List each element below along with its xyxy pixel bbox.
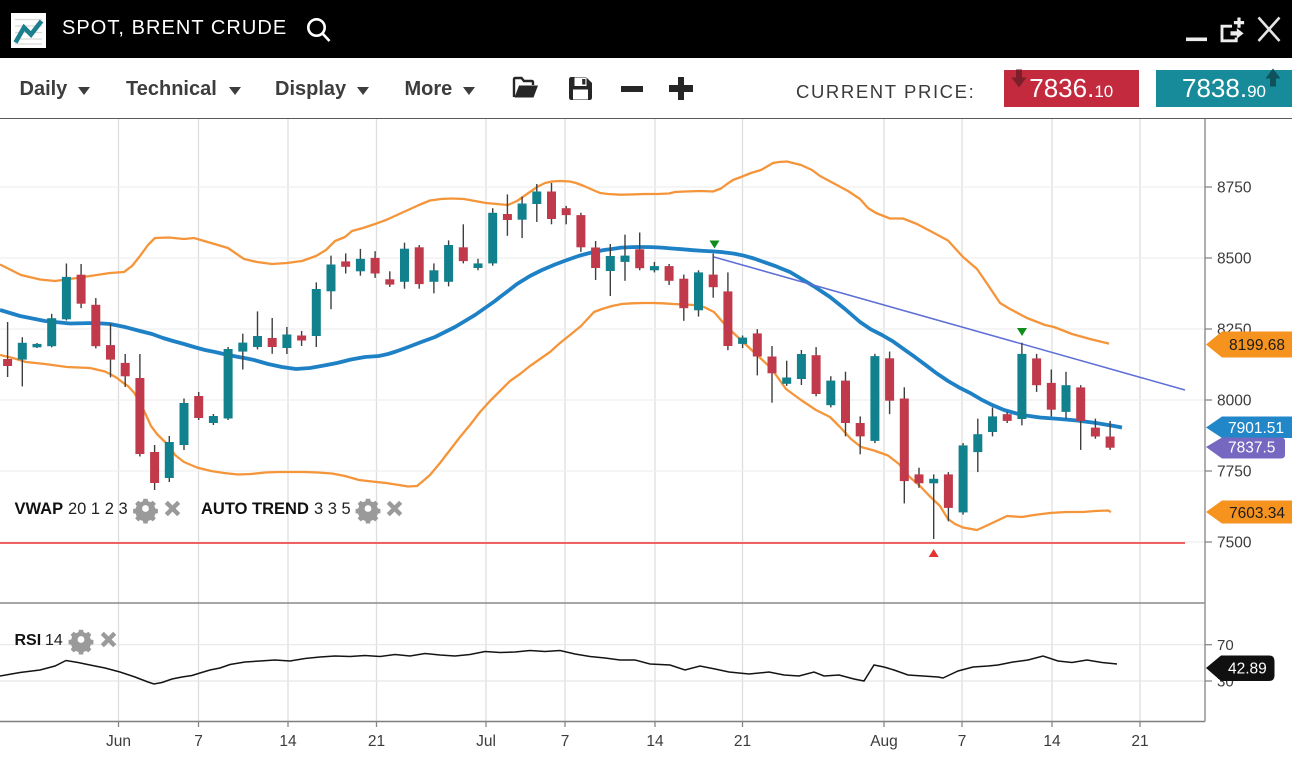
svg-text:7603.34: 7603.34	[1229, 505, 1285, 522]
svg-text:21: 21	[368, 733, 385, 750]
svg-text:7500: 7500	[1217, 535, 1252, 552]
svg-text:14: 14	[1043, 733, 1061, 750]
svg-text:14: 14	[279, 733, 297, 750]
svg-text:42.89: 42.89	[1228, 661, 1267, 678]
svg-text:RSI: RSI	[15, 632, 42, 649]
svg-text:8000: 8000	[1217, 393, 1252, 410]
svg-text:3 3 5: 3 3 5	[314, 500, 351, 518]
svg-text:70: 70	[1217, 637, 1234, 654]
svg-text:Aug: Aug	[870, 733, 898, 750]
svg-text:7: 7	[561, 733, 570, 750]
svg-text:7: 7	[958, 733, 967, 750]
svg-text:Jun: Jun	[106, 733, 131, 750]
svg-text:14: 14	[646, 733, 664, 750]
svg-text:7: 7	[194, 733, 203, 750]
svg-text:14: 14	[45, 632, 63, 649]
svg-text:21: 21	[734, 733, 751, 750]
svg-text:8750: 8750	[1217, 180, 1252, 197]
svg-text:VWAP: VWAP	[15, 500, 64, 518]
svg-text:21: 21	[1131, 733, 1148, 750]
svg-text:7837.5: 7837.5	[1228, 440, 1275, 457]
svg-text:7901.51: 7901.51	[1228, 420, 1284, 437]
svg-text:7750: 7750	[1217, 464, 1252, 481]
svg-text:8500: 8500	[1217, 251, 1252, 268]
svg-text:20 1 2 3: 20 1 2 3	[68, 500, 128, 518]
svg-text:Jul: Jul	[476, 733, 496, 750]
svg-text:8199.68: 8199.68	[1229, 337, 1285, 354]
svg-text:AUTO TREND: AUTO TREND	[201, 500, 309, 518]
